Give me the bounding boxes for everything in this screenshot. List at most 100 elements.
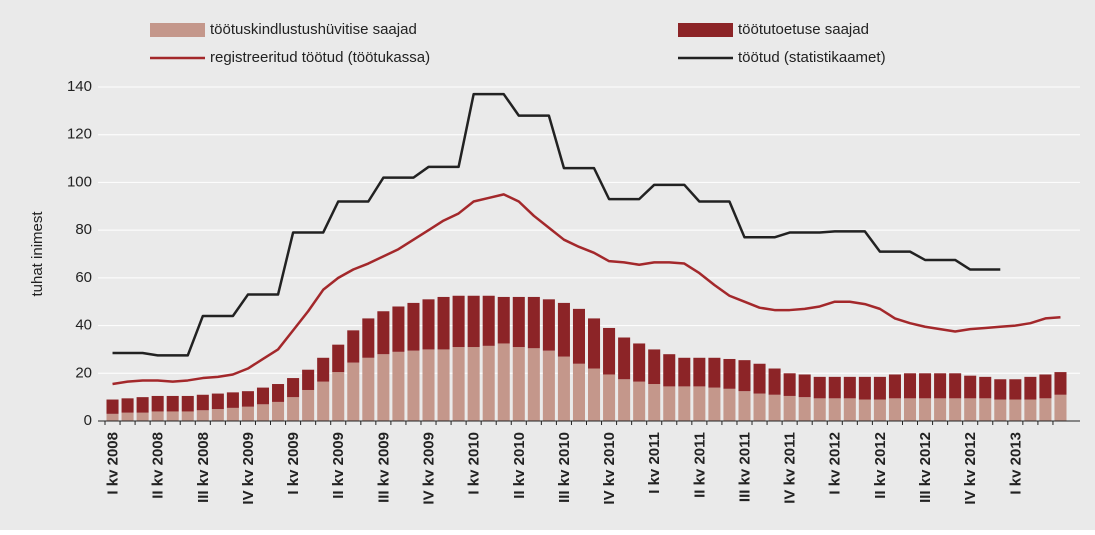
legend-label: registreeritud töötud (töötukassa)	[210, 49, 430, 66]
bar	[482, 345, 495, 421]
bar	[1054, 394, 1067, 421]
bar	[347, 330, 360, 363]
x-tick-label: III kv 2008	[195, 432, 212, 503]
legend-label: töötutoetuse saajad	[738, 21, 869, 38]
bar	[106, 413, 119, 421]
bar	[557, 302, 570, 357]
bar	[588, 368, 601, 421]
bar	[934, 373, 947, 399]
bar	[136, 412, 149, 421]
bar	[873, 376, 886, 400]
bar	[648, 384, 661, 421]
x-tick-label: IV kv 2009	[420, 432, 437, 505]
bar	[603, 374, 616, 421]
bar	[1039, 398, 1052, 421]
x-tick-label: IV kv 2009	[240, 432, 257, 505]
bar	[994, 379, 1007, 400]
bar	[452, 347, 465, 421]
bar	[377, 311, 390, 355]
bar	[858, 399, 871, 421]
x-tick-label: I kv 2010	[466, 432, 483, 495]
bar	[1024, 376, 1037, 400]
x-tick-label: IV kv 2010	[601, 432, 618, 505]
bar	[467, 295, 480, 348]
bar	[181, 395, 194, 412]
x-tick-label: I kv 2012	[827, 432, 844, 495]
bar	[1009, 399, 1022, 421]
bar	[783, 373, 796, 396]
bar	[392, 306, 405, 352]
y-tick-label: 100	[67, 173, 92, 190]
bar	[919, 398, 932, 421]
bar	[813, 398, 826, 421]
bar	[572, 363, 585, 421]
bar	[813, 376, 826, 399]
bar	[256, 387, 270, 405]
x-tick-label: III kv 2009	[375, 432, 392, 503]
bar	[903, 398, 917, 421]
bar	[618, 337, 631, 380]
bar	[678, 386, 691, 421]
bar	[121, 412, 134, 421]
bar	[858, 376, 871, 400]
bar	[437, 296, 450, 350]
y-tick-label: 140	[67, 78, 92, 95]
x-tick-label: II kv 2008	[150, 432, 167, 499]
bar	[1009, 379, 1022, 400]
bar	[723, 358, 736, 389]
y-tick-label: 40	[75, 317, 92, 334]
legend-swatch	[150, 23, 205, 37]
bar	[452, 295, 465, 348]
bar	[783, 395, 796, 421]
bar	[317, 357, 330, 382]
bar	[151, 395, 164, 412]
bar	[106, 399, 119, 414]
bar	[633, 343, 646, 382]
x-tick-label: III kv 2010	[556, 432, 573, 503]
bar	[151, 411, 164, 421]
bar	[407, 302, 420, 351]
bar	[287, 378, 300, 398]
legend-label: töötuskindlustushüvitise saajad	[210, 21, 417, 38]
bar	[888, 398, 901, 421]
bar	[873, 399, 886, 421]
bar	[241, 406, 254, 421]
bar	[241, 391, 254, 407]
bar	[287, 397, 300, 421]
y-tick-label: 0	[84, 412, 92, 429]
x-tick-label: IV kv 2011	[782, 432, 799, 504]
bar	[196, 410, 209, 421]
bar	[888, 374, 901, 399]
bar	[467, 347, 480, 421]
legend-label: töötud (statistikaamet)	[738, 49, 886, 66]
bar	[482, 295, 495, 346]
bar	[226, 392, 239, 408]
bar	[648, 349, 661, 385]
bar	[979, 376, 992, 399]
x-tick-label: II kv 2010	[511, 432, 528, 499]
bar	[317, 381, 330, 421]
bar	[588, 318, 601, 369]
y-tick-label: 80	[75, 221, 92, 238]
bar	[693, 357, 706, 387]
bar	[527, 296, 540, 349]
bar	[377, 354, 390, 421]
x-tick-label: I kv 2013	[1007, 432, 1024, 495]
bar	[843, 398, 856, 421]
bar	[407, 350, 420, 421]
x-tick-label: I kv 2009	[285, 432, 302, 495]
x-tick-label: I kv 2011	[646, 432, 663, 494]
bar	[256, 404, 270, 421]
bar	[603, 327, 616, 375]
bar	[136, 397, 149, 413]
bar	[437, 349, 450, 421]
bar	[121, 398, 134, 413]
bar	[738, 391, 751, 421]
bar	[166, 411, 179, 421]
bar	[828, 376, 841, 399]
bar	[843, 376, 856, 399]
bar	[1039, 374, 1052, 399]
bar	[392, 351, 405, 421]
